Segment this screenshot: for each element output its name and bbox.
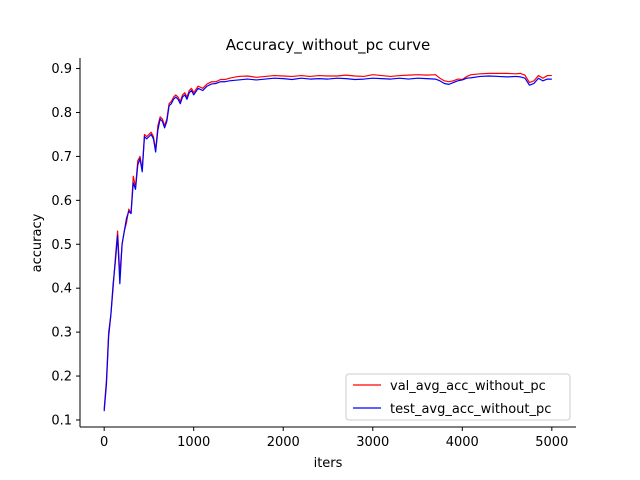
chart-title: Accuracy_without_pc curve (226, 36, 430, 55)
x-axis-label: iters (314, 456, 343, 471)
x-tick-label: 3000 (356, 435, 389, 450)
y-tick-label: 0.2 (51, 370, 72, 385)
legend-label-test: test_avg_acc_without_pc (390, 402, 551, 417)
y-axis-ticks: 0.1 0.2 0.3 0.4 0.5 0.6 0.7 0.8 0.9 (51, 62, 80, 428)
x-axis-ticks: 0 1000 2000 3000 4000 5000 (100, 427, 568, 450)
y-axis-label: accuracy (30, 213, 45, 272)
y-tick-label: 0.3 (51, 326, 72, 341)
y-tick-label: 0.1 (51, 413, 72, 428)
y-tick-label: 0.8 (51, 106, 72, 121)
y-tick-label: 0.6 (51, 194, 72, 209)
x-tick-label: 1000 (177, 435, 210, 450)
series-line-test (103, 75, 552, 412)
x-tick-label: 2000 (267, 435, 300, 450)
series-line-val (103, 72, 552, 410)
y-tick-label: 0.7 (51, 150, 72, 165)
y-tick-label: 0.5 (51, 238, 72, 253)
legend: val_avg_acc_without_pc test_avg_acc_with… (345, 373, 571, 421)
y-tick-label: 0.9 (51, 62, 72, 77)
y-tick-label: 0.4 (51, 282, 72, 297)
plot-area (103, 72, 552, 412)
legend-label-val: val_avg_acc_without_pc (390, 379, 546, 394)
x-tick-label: 0 (100, 435, 108, 450)
x-tick-label: 4000 (446, 435, 479, 450)
legend-frame (345, 373, 571, 421)
x-tick-label: 5000 (535, 435, 568, 450)
